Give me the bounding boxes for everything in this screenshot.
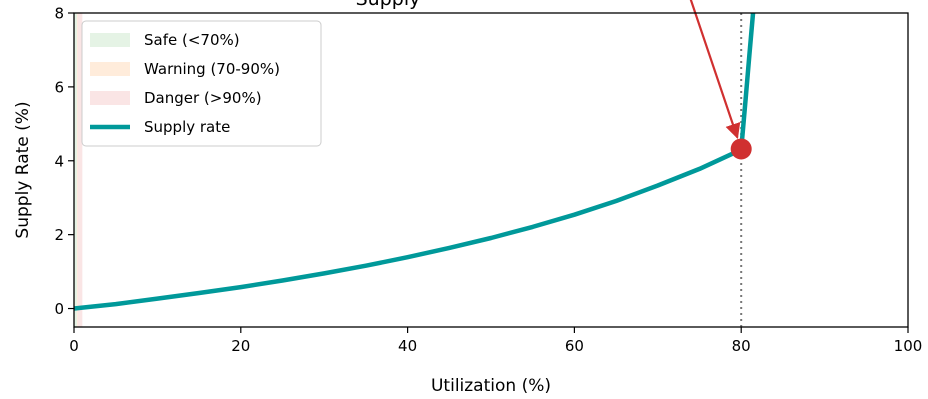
kink-point (730, 138, 752, 160)
legend-swatch (90, 33, 130, 47)
y-tick-label: 0 (54, 300, 64, 318)
x-tick-label: 0 (69, 337, 79, 355)
chart-title: Supply (356, 0, 421, 10)
legend-swatch (90, 91, 130, 105)
band-1 (76, 13, 78, 327)
annotation-arrow (689, 0, 741, 140)
y-tick-label: 2 (54, 226, 64, 244)
legend-label: Danger (>90%) (144, 89, 262, 107)
x-tick-label: 20 (231, 337, 250, 355)
x-tick-label: 40 (398, 337, 417, 355)
y-tick-label: 6 (54, 78, 64, 96)
y-tick-label: 4 (54, 152, 64, 170)
x-tick-label: 60 (565, 337, 584, 355)
y-tick-label: 8 (54, 5, 64, 23)
x-tick-label: 100 (894, 337, 923, 355)
y-axis-label: Supply Rate (%) (13, 101, 33, 238)
legend-label: Warning (70-90%) (144, 60, 280, 78)
plot-frame (73, 12, 909, 328)
y-axis-ticks: 0 2 4 6 8 (54, 5, 74, 318)
legend-box (81, 20, 322, 147)
legend-swatch (90, 62, 130, 76)
x-tick-label: 80 (732, 337, 751, 355)
annotation-layer (689, 0, 752, 160)
band-2 (77, 13, 83, 327)
legend: Safe (<70%) Warning (70-90%) Danger (>90%)… (81, 20, 322, 147)
legend-label: Supply rate (144, 118, 230, 136)
legend-label: Safe (<70%) (144, 31, 240, 49)
x-axis-label: Utilization (%) (431, 376, 551, 396)
threshold-bands (74, 13, 83, 327)
x-axis-ticks: 0 20 40 60 80 100 (69, 327, 922, 355)
band-0 (74, 13, 77, 327)
